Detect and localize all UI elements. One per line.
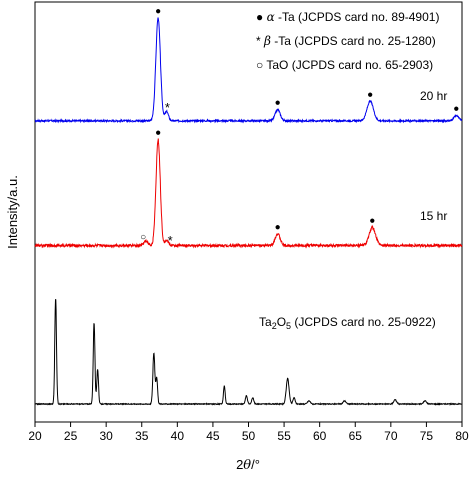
peak-marker: ● bbox=[275, 97, 281, 108]
ta2o5-o: O bbox=[277, 315, 286, 329]
x-tick-label: 30 bbox=[99, 429, 113, 443]
x-tick-label: 35 bbox=[135, 429, 149, 443]
series-15hr-line bbox=[34, 138, 463, 249]
x-tick-label: 75 bbox=[420, 429, 434, 443]
peak-marker: ● bbox=[155, 128, 161, 139]
x-tick-label: 50 bbox=[242, 429, 256, 443]
peak-marker: ● bbox=[155, 6, 161, 17]
x-tick-label: 20 bbox=[28, 429, 42, 443]
series-label-15hr: 15 hr bbox=[420, 209, 447, 223]
peak-marker: ● bbox=[453, 104, 459, 115]
ta2o5-sub-5: 5 bbox=[286, 321, 291, 331]
legend-text-alpha-ta: -Ta (JCPDS card no. 89-4901) bbox=[278, 10, 439, 24]
peak-marker: * bbox=[168, 233, 173, 248]
series-label-20hr: 20 hr bbox=[420, 89, 447, 103]
legend-entry-beta-ta: * β -Ta (JCPDS card no. 25-1280) bbox=[256, 34, 436, 48]
ta2o5-card-text: (JCPDS card no. 25-0922) bbox=[291, 315, 436, 329]
legend-text-beta-ta: -Ta (JCPDS card no. 25-1280) bbox=[274, 34, 435, 48]
x-label-theta: θ bbox=[243, 458, 251, 473]
peak-marker: * bbox=[165, 100, 170, 115]
peak-marker: ● bbox=[367, 89, 373, 100]
y-axis-label: Intensity/a.u. bbox=[5, 175, 20, 249]
legend-marker-filled-circle: ● bbox=[256, 10, 263, 24]
legend-text-tao: TaO (JCPDS card no. 65-2903) bbox=[266, 58, 433, 72]
peak-marker: ● bbox=[369, 216, 375, 227]
legend-greek-beta: β bbox=[263, 34, 271, 48]
x-tick-label: 60 bbox=[313, 429, 327, 443]
x-tick-label: 55 bbox=[277, 429, 291, 443]
legend-marker-asterisk: * bbox=[256, 34, 261, 48]
x-tick-label: 40 bbox=[171, 429, 185, 443]
peak-marker: ○ bbox=[140, 232, 146, 243]
legend-entry-tao: ○ TaO (JCPDS card no. 65-2903) bbox=[256, 58, 433, 72]
ta2o5-base: Ta bbox=[259, 315, 272, 329]
x-tick-label: 80 bbox=[455, 429, 469, 443]
series-20hr-line bbox=[34, 17, 463, 124]
x-label-prefix: 2 bbox=[236, 457, 243, 472]
x-axis-ticks: 20 25 30 35 40 45 50 55 60 65 70 75 80 bbox=[28, 422, 469, 443]
x-axis-label: 2θ/° bbox=[236, 457, 260, 473]
x-tick-label: 25 bbox=[64, 429, 78, 443]
peak-marker: ● bbox=[275, 222, 281, 233]
x-tick-label: 70 bbox=[384, 429, 398, 443]
x-label-suffix: /° bbox=[251, 457, 260, 472]
legend: ● α -Ta (JCPDS card no. 89-4901) * β -Ta… bbox=[256, 10, 439, 72]
series-ta2o5-line bbox=[34, 299, 462, 406]
ta2o5-sub-2: 2 bbox=[272, 321, 277, 331]
spectra-group bbox=[34, 17, 463, 406]
series-label-ta2o5: Ta2O5 (JCPDS card no. 25-0922) bbox=[259, 315, 436, 331]
legend-marker-open-circle: ○ bbox=[256, 58, 263, 72]
legend-entry-alpha-ta: ● α -Ta (JCPDS card no. 89-4901) bbox=[256, 10, 439, 24]
x-tick-label: 45 bbox=[206, 429, 220, 443]
legend-greek-alpha: α bbox=[267, 10, 275, 24]
peak-markers: ● * ● ● ● ○ ● * ● ● bbox=[140, 6, 459, 248]
x-tick-label: 65 bbox=[349, 429, 363, 443]
